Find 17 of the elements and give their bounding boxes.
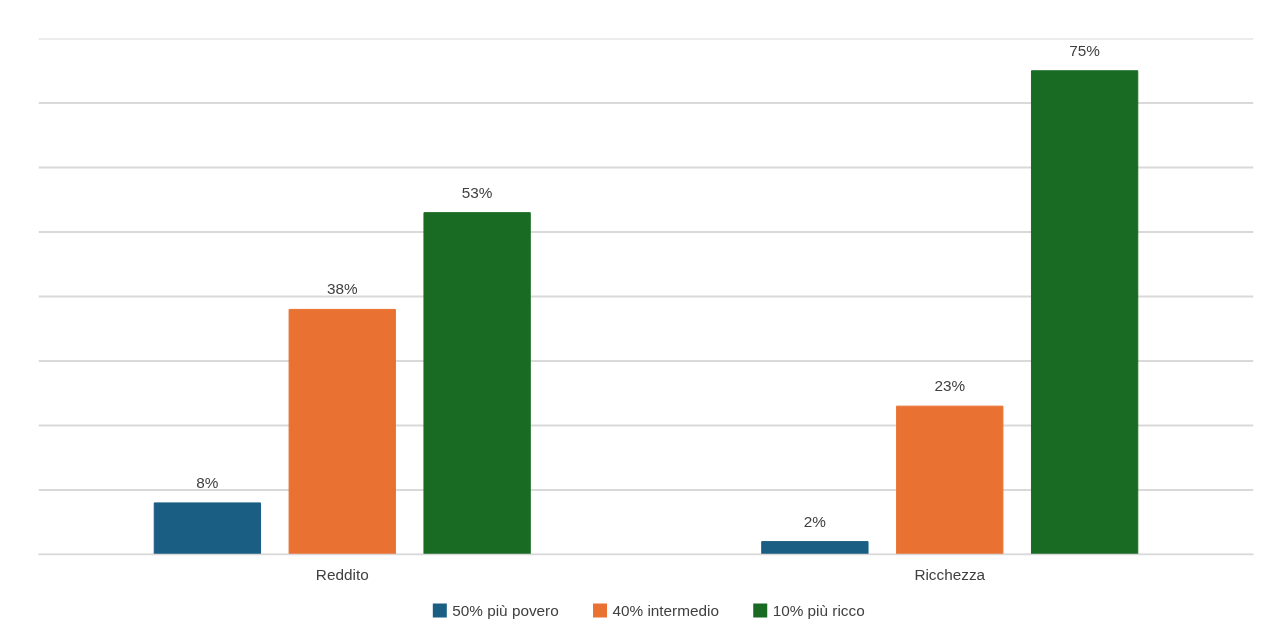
x-tick-label: Reddito <box>315 565 369 583</box>
data-label: 23% <box>934 377 966 395</box>
legend-label: 50% più povero <box>452 602 559 619</box>
bar <box>153 502 262 555</box>
data-label: 75% <box>1069 41 1101 59</box>
bar <box>288 308 396 555</box>
bar <box>761 541 869 555</box>
data-label: 2% <box>803 512 827 530</box>
data-label: 38% <box>326 280 358 298</box>
legend-label: 40% intermedio <box>612 602 719 619</box>
bar <box>423 212 531 555</box>
legend-label: 10% più ricco <box>772 602 865 619</box>
x-tick-label: Ricchezza <box>914 565 986 583</box>
bar <box>896 405 1004 555</box>
bar <box>1030 70 1139 555</box>
data-label: 8% <box>196 473 219 491</box>
data-label: 53% <box>461 183 493 201</box>
